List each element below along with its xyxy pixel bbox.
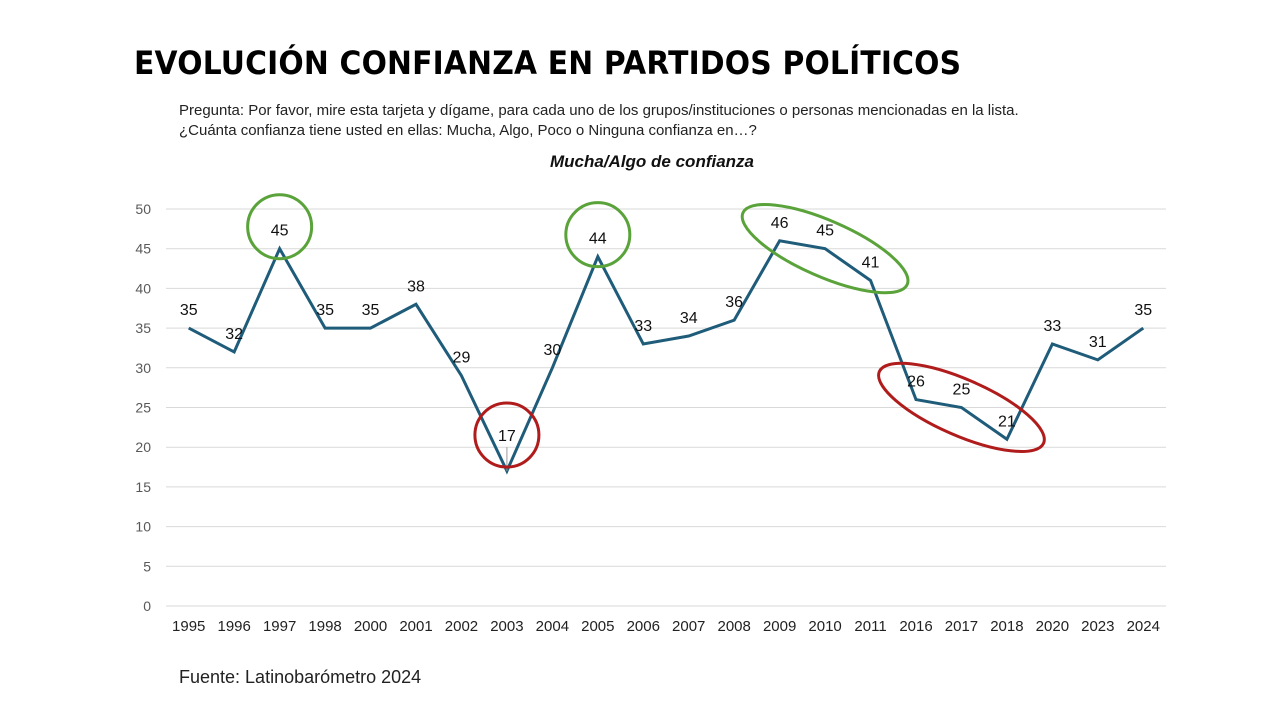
chart-title: Mucha/Algo de confianza <box>550 152 754 171</box>
source-note: Fuente: Latinobarómetro 2024 <box>179 667 422 687</box>
annotations <box>246 193 1046 469</box>
x-tick-label: 2002 <box>445 618 478 635</box>
y-tick-label: 25 <box>135 400 151 416</box>
gridlines <box>166 208 1166 607</box>
x-tick-label: 2010 <box>808 618 841 635</box>
x-tick-label: 2001 <box>399 618 432 635</box>
data-label: 30 <box>543 342 561 359</box>
survey-question: Pregunta: Por favor, mire esta tarjeta y… <box>179 101 1019 141</box>
y-tick-label: 0 <box>143 598 151 614</box>
data-labels: 35 32 45 35 35 38 29 17 30 44 33 34 36 46 45 41 26 25 21 33… <box>180 215 1152 472</box>
y-axis-ticks: 0 5 10 15 20 25 30 35 40 45 50 <box>135 201 151 614</box>
survey-question-line-2: ¿Cuánta confianza tiene usted en ellas: … <box>179 122 757 139</box>
data-label: 35 <box>316 302 334 319</box>
x-tick-label: 2006 <box>627 618 660 635</box>
x-tick-label: 1997 <box>263 618 296 635</box>
annotation-ellipse <box>740 203 910 295</box>
x-tick-label: 2000 <box>354 618 387 635</box>
y-tick-label: 35 <box>135 320 151 336</box>
x-tick-label: 2018 <box>990 618 1023 635</box>
data-label: 33 <box>1043 318 1061 335</box>
x-tick-label: 2007 <box>672 618 705 635</box>
y-tick-label: 20 <box>135 439 151 455</box>
x-tick-label: 2016 <box>899 618 932 635</box>
x-tick-label: 2008 <box>717 618 750 635</box>
y-tick-label: 10 <box>135 519 151 535</box>
y-tick-label: 50 <box>135 201 151 217</box>
data-label: 25 <box>953 382 971 399</box>
x-tick-label: 1996 <box>217 618 250 635</box>
data-label: 41 <box>862 254 880 271</box>
series-line <box>188 239 1145 475</box>
survey-question-line-1: Pregunta: Por favor, mire esta tarjeta y… <box>179 102 1019 119</box>
annotation-ellipse <box>877 361 1046 454</box>
x-tick-label: 1998 <box>308 618 341 635</box>
data-label: 26 <box>907 374 925 391</box>
x-tick-label: 2017 <box>945 618 978 635</box>
data-label: 29 <box>453 350 471 367</box>
y-tick-label: 15 <box>135 479 151 495</box>
y-tick-label: 30 <box>135 360 151 376</box>
data-label: 44 <box>589 231 607 248</box>
x-axis-ticks: 1995 1996 1997 1998 2000 2001 2002 2003 2004 2005… <box>172 618 1160 635</box>
x-tick-label: 2023 <box>1081 618 1114 635</box>
annotation-circle <box>564 201 632 269</box>
data-label: 35 <box>362 302 380 319</box>
x-tick-label: 2009 <box>763 618 796 635</box>
annotation-circle <box>473 401 541 469</box>
y-tick-label: 5 <box>143 558 151 574</box>
data-label: 17 <box>498 428 516 445</box>
x-tick-label: 2003 <box>490 618 523 635</box>
x-tick-label: 2004 <box>536 618 569 635</box>
data-label: 21 <box>998 413 1016 430</box>
data-label: 35 <box>180 302 198 319</box>
y-tick-label: 40 <box>135 280 151 296</box>
data-label: 31 <box>1089 334 1107 351</box>
data-label: 46 <box>771 215 789 232</box>
data-label: 45 <box>816 223 834 240</box>
slide-title: EVOLUCIÓN CONFIANZA EN PARTIDOS POLÍTICO… <box>134 44 962 82</box>
x-tick-label: 1995 <box>172 618 205 635</box>
data-label: 45 <box>271 223 289 240</box>
x-tick-label: 2011 <box>854 618 886 635</box>
annotation-circle <box>246 193 314 261</box>
y-tick-label: 45 <box>135 241 151 257</box>
series-line-path <box>188 239 1145 475</box>
data-label: 33 <box>634 318 652 335</box>
data-label: 32 <box>225 326 243 343</box>
x-tick-label: 2024 <box>1127 618 1160 635</box>
data-label: 38 <box>407 278 425 295</box>
data-label: 36 <box>725 294 743 311</box>
data-label: 34 <box>680 310 698 327</box>
data-label: 35 <box>1134 302 1152 319</box>
x-tick-label: 2005 <box>581 618 614 635</box>
x-tick-label: 2020 <box>1036 618 1069 635</box>
